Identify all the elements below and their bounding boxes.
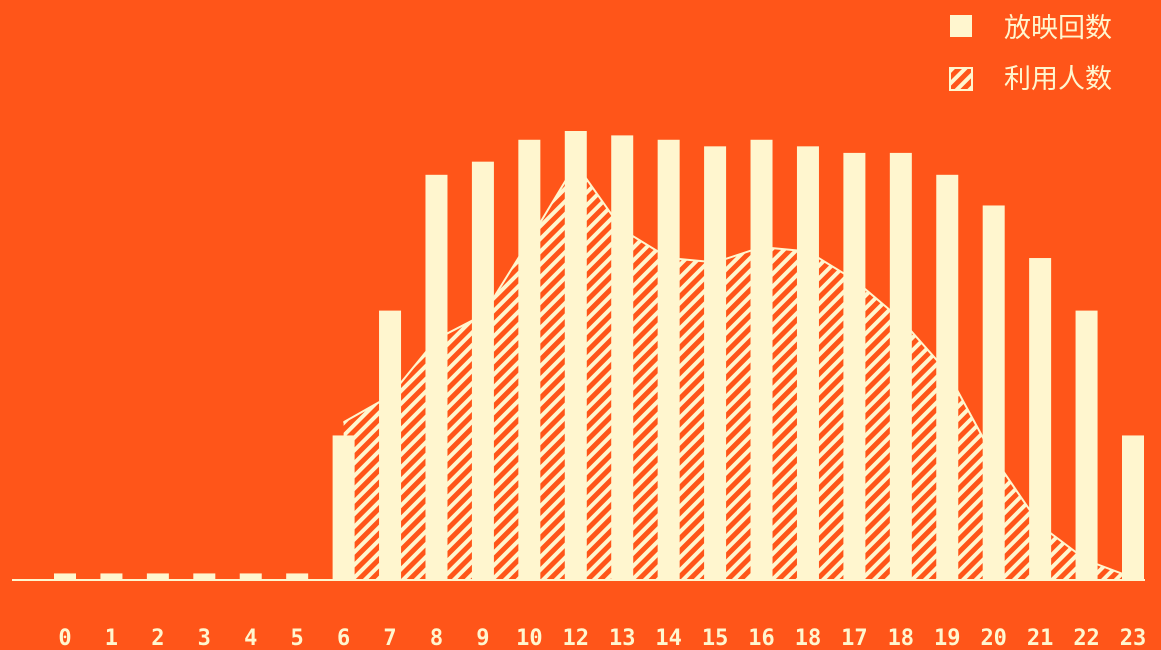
screenings-bar-11 (564, 131, 587, 580)
legend-swatch-screenings (950, 15, 972, 37)
screenings-bar-3 (193, 573, 216, 580)
x-tick-label: 12 (563, 626, 590, 650)
screenings-bar-21 (1029, 258, 1052, 580)
screenings-bar-9 (471, 161, 494, 580)
screenings-bar-5 (286, 573, 309, 580)
visitors-area (343, 163, 1133, 581)
x-tick-label: 2 (151, 626, 164, 650)
x-tick-label: 0 (58, 626, 71, 650)
x-tick-label: 21 (1027, 626, 1054, 650)
screenings-bar-22 (1075, 310, 1098, 580)
screenings-bar-15 (750, 139, 773, 580)
x-tick-label: 20 (980, 626, 1007, 650)
x-tick-label: 17 (841, 626, 868, 650)
screenings-bar-2 (146, 573, 169, 580)
screenings-bar-14 (704, 146, 727, 580)
x-tick-label: 18 (795, 626, 822, 650)
legend-swatch-visitors (949, 67, 973, 91)
legend: 放映回数 利用人数 (949, 13, 1112, 95)
x-tick-label: 23 (1120, 626, 1147, 650)
screenings-bar-13 (657, 139, 680, 580)
x-tick-label: 1 (105, 626, 118, 650)
x-tick-label: 18 (888, 626, 915, 650)
x-tick-label: 8 (430, 626, 443, 650)
screenings-bar-0 (54, 573, 76, 580)
x-tick-label: 7 (383, 626, 396, 650)
legend-label-visitors: 利用人数 (1004, 64, 1112, 95)
visitors-area-layer (343, 162, 1134, 581)
screenings-bar-8 (425, 174, 448, 580)
x-tick-label: 5 (291, 626, 304, 650)
x-tick-label: 10 (516, 626, 543, 650)
legend-label-screenings: 放映回数 (1004, 13, 1112, 44)
screenings-bar-17 (843, 152, 866, 580)
x-tick-label: 3 (198, 626, 211, 650)
x-tick-label: 19 (934, 626, 961, 650)
screenings-bar-10 (518, 139, 541, 580)
screenings-bar-6 (332, 435, 355, 580)
x-tick-label: 9 (476, 626, 489, 650)
screenings-bar-20 (982, 205, 1005, 580)
x-tick-label: 22 (1073, 626, 1100, 650)
x-tick-label: 14 (655, 626, 682, 650)
x-tick-labels: 0 1 2 3 4 5 6 7 8 9 10 12 13 14 15 16 18 17 18 19 20 21 22 23 (58, 626, 1146, 650)
x-tick-label: 6 (337, 626, 350, 650)
x-tick-label: 16 (748, 626, 775, 650)
x-tick-label: 13 (609, 626, 636, 650)
visitors-point-6 (343, 421, 345, 423)
screenings-bar-7 (379, 310, 402, 580)
screenings-bar-4 (239, 573, 262, 580)
screenings-bar-23 (1122, 435, 1144, 580)
screenings-bar-layer (54, 131, 1144, 580)
screenings-bar-12 (611, 135, 634, 580)
screenings-bar-18 (889, 152, 912, 580)
screenings-bar-16 (796, 146, 819, 580)
screenings-bar-1 (100, 573, 123, 580)
screenings-bar-19 (936, 174, 959, 580)
x-tick-label: 15 (702, 626, 729, 650)
x-tick-label: 4 (244, 626, 257, 650)
